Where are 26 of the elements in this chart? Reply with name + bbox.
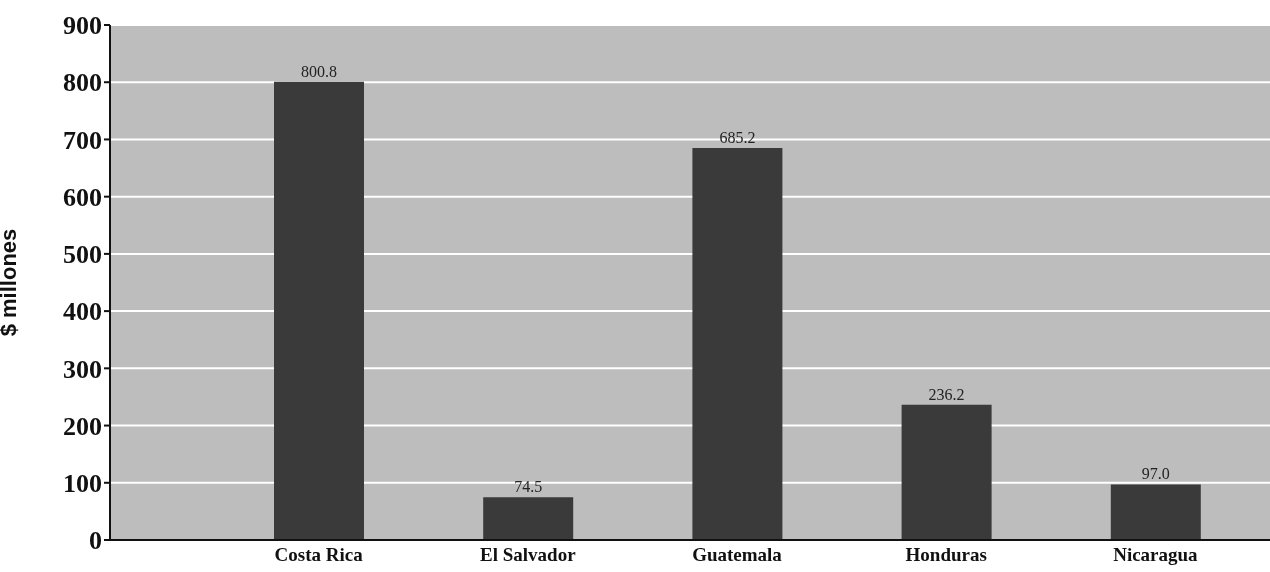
x-tick-label: Nicaragua — [1113, 544, 1199, 566]
x-tick-label: Costa Rica — [274, 544, 364, 566]
data-label: 800.8 — [301, 62, 337, 80]
y-tick-label: 500 — [63, 240, 102, 270]
y-tick-label: 600 — [63, 182, 102, 212]
y-tick-label: 900 — [63, 11, 102, 41]
y-tick-label: 700 — [63, 125, 102, 155]
y-axis-title: $ millones — [0, 228, 21, 337]
data-label: 74.5 — [514, 478, 543, 496]
y-tick-label: 400 — [63, 297, 102, 327]
x-tick-label: Honduras — [905, 544, 987, 566]
data-label: 685.2 — [719, 128, 756, 146]
y-tick-label: 100 — [63, 469, 102, 499]
data-label: 97.0 — [1141, 465, 1170, 483]
y-tick-label: 200 — [63, 411, 102, 441]
y-tick-label: 300 — [63, 354, 102, 384]
bar — [1110, 484, 1201, 540]
bar — [483, 497, 574, 540]
y-tick-label: 0 — [89, 526, 102, 556]
bar — [692, 147, 783, 540]
x-tick-label: Guatemala — [692, 544, 783, 566]
data-label: 236.2 — [928, 385, 965, 403]
y-tick-label: 800 — [63, 68, 102, 98]
bar — [274, 81, 364, 540]
bar — [901, 404, 992, 540]
x-tick-label: El Salvador — [480, 544, 577, 566]
